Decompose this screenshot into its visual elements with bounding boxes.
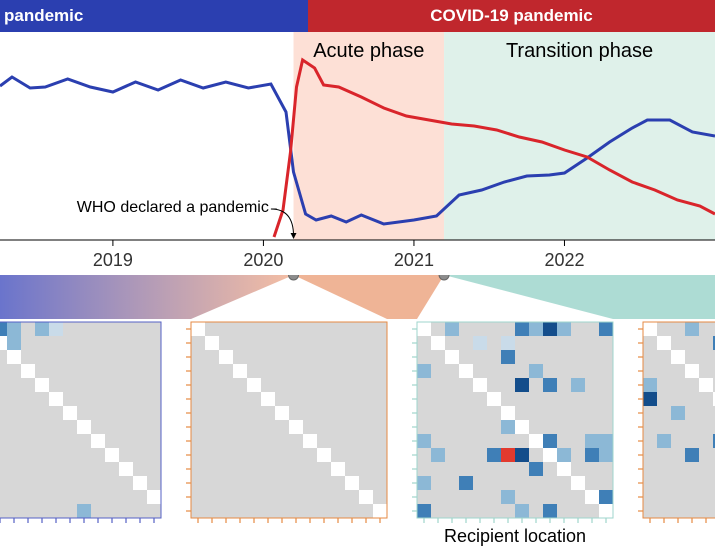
header-pandemic: COVID-19 pandemic [308, 0, 715, 32]
year-tick: 2021 [394, 250, 434, 270]
who-annotation: WHO declared a pandemic [77, 199, 269, 216]
band-prepandemic [0, 275, 294, 319]
heatmap-panel [186, 322, 387, 523]
year-tick: 2019 [93, 250, 133, 270]
heatmap-title: Recipient location [444, 526, 586, 546]
year-tick: 2022 [544, 250, 584, 270]
band-acute [294, 275, 445, 319]
timeline-chart: Acute phase Transition phase 2019 2020 2021… [0, 32, 715, 272]
band-transition [444, 275, 715, 319]
header-prepandemic-label: pandemic [0, 6, 83, 26]
year-tick: 2020 [243, 250, 283, 270]
phase-transition-label: Transition phase [506, 40, 653, 62]
phase-acute-label: Acute phase [313, 40, 424, 62]
heatmap-panel [0, 322, 161, 523]
trapezoid-band [0, 275, 715, 319]
heatmap-panels: Recipient location [0, 318, 715, 550]
heatmap-panel [638, 322, 715, 523]
header-pandemic-label: COVID-19 pandemic [430, 6, 593, 26]
phase-marker-dot [289, 275, 299, 280]
heatmap-panel [412, 322, 613, 523]
header-prepandemic: pandemic [0, 0, 308, 32]
